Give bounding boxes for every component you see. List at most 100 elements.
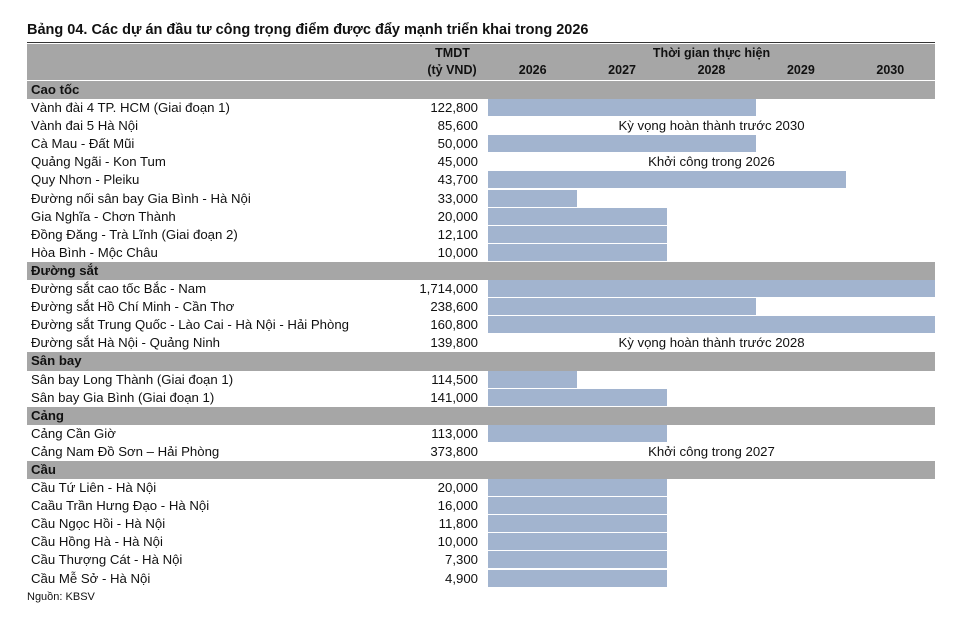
timeline-bar (488, 424, 667, 442)
section-row: Sân bay (27, 352, 935, 371)
section-row: Cầu (27, 460, 935, 480)
section-name: Đường sắt (31, 262, 99, 278)
year-header: 2030 (876, 63, 905, 77)
project-row: Đường sắt Trung Quốc - Lào Cai - Hà Nội … (27, 316, 935, 334)
section-row: Đường sắt (27, 261, 935, 281)
project-cost: 11,800 (438, 516, 478, 532)
timeline-note: Khởi công trong 2026 (648, 154, 775, 170)
timeline-header: Thời gian thực hiện (652, 46, 771, 60)
project-row: Cảng Nam Đồ Sơn – Hải Phòng 373,800 Khởi c… (27, 443, 935, 461)
timeline-bar (488, 207, 667, 225)
timeline-bar (488, 189, 578, 207)
project-cost: 139,800 (430, 335, 478, 351)
timeline-bar (488, 135, 757, 153)
project-cost: 33,000 (437, 190, 478, 206)
project-name: Đường sắt cao tốc Bắc - Nam (31, 281, 207, 297)
project-row: Quảng Ngãi - Kon Tum 45,000 Khởi công tron… (27, 153, 935, 171)
project-row: Đường sắt cao tốc Bắc - Nam 1,714,000 (27, 280, 935, 298)
project-row: Cầu Tứ Liên - Hà Nội 20,000 (27, 479, 935, 497)
project-row: Vành đai 5 Hà Nội 85,600 Kỳ vọng hoàn thàn… (27, 117, 935, 135)
timeline-bar (488, 225, 667, 243)
project-name: Đường sắt Hà Nội - Quảng Ninh (31, 335, 220, 351)
timeline-bar (488, 370, 578, 388)
section-name: Cầu (31, 461, 56, 477)
timeline-bar (488, 298, 757, 316)
timeline-bar (488, 569, 667, 587)
project-name: Cầu Ngọc Hồi - Hà Nội (31, 516, 166, 532)
project-cost: 1,714,000 (419, 281, 478, 297)
timeline-bar (488, 171, 846, 189)
cost-unit: (tỷ VND) (427, 63, 477, 77)
project-name: Gia Nghĩa - Chơn Thành (31, 208, 176, 224)
cost-header: TMDT (435, 46, 470, 60)
project-row: Đường nối sân bay Gia Bình - Hà Nội 33,00… (27, 189, 935, 208)
project-name: Đường nối sân bay Gia Bình - Hà Nội (31, 190, 251, 206)
year-header: 2026 (518, 63, 547, 77)
project-cost: 238,600 (430, 299, 478, 315)
timeline-bar (488, 316, 935, 334)
section-name: Sân bay (31, 353, 82, 369)
project-name: Cầu Thượng Cát - Hà Nội (31, 552, 183, 568)
project-row: Cầu Thượng Cát - Hà Nội 7,300 (27, 551, 935, 569)
project-cost: 4,900 (444, 570, 478, 586)
project-cost: 43,700 (437, 172, 478, 188)
table-body: Cao tốc Vành đài 4 TP. HCM (Giai đoạn 1) 1… (27, 81, 935, 588)
project-name: Quy Nhơn - Pleiku (31, 172, 140, 188)
timeline-bar (488, 533, 667, 551)
project-row: Quy Nhơn - Pleiku 43,700 (27, 171, 935, 189)
year-header: 2027 (608, 63, 636, 77)
project-row: Cảng Cần Giờ 113,000 (27, 424, 935, 443)
project-name: Vành đài 4 TP. HCM (Giai đoạn 1) (31, 100, 230, 116)
project-cost: 113,000 (431, 425, 478, 441)
timeline-bar (488, 551, 667, 569)
project-cost: 50,000 (437, 136, 478, 152)
table-header: TMDT (tỷ VND) Thời gian thực hiện 2026 20… (27, 44, 935, 80)
project-cost: 373,800 (430, 443, 478, 459)
project-name: Caầu Trần Hưng Đạo - Hà Nội (31, 498, 210, 514)
project-name: Cảng Cần Giờ (31, 425, 116, 441)
section-name: Cảng (31, 407, 64, 423)
project-cost: 122,800 (430, 100, 478, 116)
rule (27, 42, 935, 43)
project-name: Hòa Bình - Mộc Châu (31, 244, 158, 260)
year-header: 2029 (786, 63, 815, 77)
project-name: Quảng Ngãi - Kon Tum (31, 154, 166, 170)
project-row: Sân bay Long Thành (Giai đoạn 1) 114,500 (27, 370, 935, 389)
project-row: Cầu Ngọc Hồi - Hà Nội 11,800 (27, 515, 935, 533)
section-row: Cảng (27, 406, 935, 425)
project-cost: 7,300 (444, 552, 478, 568)
project-cost: 16,000 (437, 498, 478, 514)
project-name: Đường sắt Trung Quốc - Lào Cai - Hà Nội … (31, 317, 349, 333)
project-row: Hòa Bình - Mộc Châu 10,000 (27, 243, 935, 262)
section-name: Cao tốc (31, 82, 80, 97)
project-cost: 20,000 (437, 208, 478, 224)
project-cost: 114,500 (431, 371, 478, 387)
project-row: Đồng Đăng - Trà Lĩnh (Giai đoạn 2) 12,100 (27, 225, 935, 244)
year-header: 2028 (697, 63, 726, 77)
project-name: Đường sắt Hồ Chí Minh - Cần Thơ (31, 299, 235, 315)
project-name: Sân bay Long Thành (Giai đoạn 1) (31, 371, 234, 387)
project-name: Cảng Nam Đồ Sơn – Hải Phòng (31, 443, 220, 459)
project-name: Vành đai 5 Hà Nội (31, 118, 139, 134)
project-name: Cầu Hồng Hà - Hà Nội (31, 534, 163, 550)
project-row: Cà Mau - Đất Mũi 50,000 (27, 135, 935, 153)
project-name: Cầu Mễ Sở - Hà Nội (31, 570, 151, 586)
project-name: Sân bay Gia Bình (Giai đoạn 1) (31, 389, 215, 405)
project-cost: 12,100 (437, 226, 478, 242)
project-row: Cầu Mễ Sở - Hà Nội 4,900 (27, 569, 935, 588)
section-row: Cao tốc (27, 81, 935, 100)
table-title: Bảng 04. Các dự án đầu tư công trọng điể… (27, 22, 589, 38)
project-cost: 141,000 (430, 389, 478, 405)
project-cost: 20,000 (437, 480, 478, 496)
project-cost: 10,000 (437, 244, 478, 260)
project-row: Vành đài 4 TP. HCM (Giai đoạn 1) 122,800 (27, 99, 935, 117)
project-row: Đường sắt Hồ Chí Minh - Cần Thơ 238,600 (27, 298, 935, 316)
project-row: Gia Nghĩa - Chơn Thành 20,000 (27, 207, 935, 226)
timeline-bar (488, 497, 667, 515)
project-row: Caầu Trần Hưng Đạo - Hà Nội 16,000 (27, 497, 935, 515)
timeline-note: Kỳ vọng hoàn thành trước 2030 (618, 118, 805, 134)
project-name: Cà Mau - Đất Mũi (31, 136, 135, 152)
project-name: Đồng Đăng - Trà Lĩnh (Giai đoạn 2) (31, 226, 238, 242)
